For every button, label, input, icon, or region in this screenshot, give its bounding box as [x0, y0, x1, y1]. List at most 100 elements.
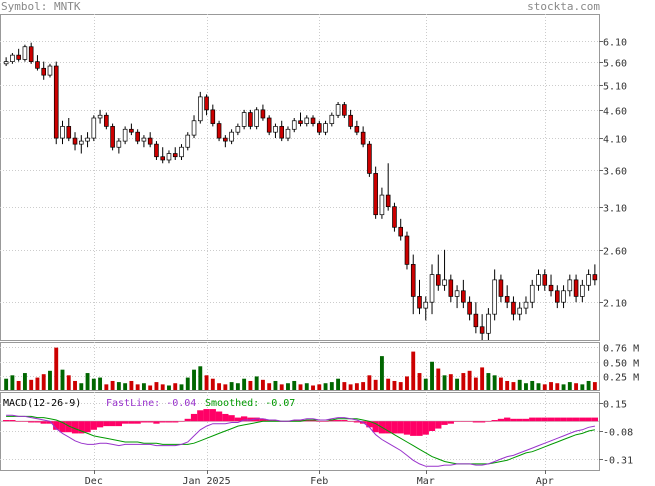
candle-body	[498, 279, 504, 297]
macd-histogram-bar	[554, 417, 561, 422]
x-axis-label: Jan 2025	[182, 476, 230, 486]
macd-histogram-bar	[153, 421, 160, 424]
candle	[110, 123, 115, 151]
volume-bar	[354, 383, 359, 390]
macd-histogram-bar	[84, 421, 91, 433]
volume-bar	[217, 383, 222, 390]
macd-histogram-bar	[109, 421, 116, 427]
macd-histogram-bar	[234, 417, 241, 422]
macd-histogram-bar	[403, 421, 411, 435]
volume-bar	[229, 382, 234, 390]
candle	[354, 120, 360, 136]
macd-histogram-bar	[53, 421, 60, 430]
candle	[41, 61, 47, 80]
volume-bar	[235, 383, 240, 390]
volume-bar	[486, 373, 491, 390]
candle-body	[172, 153, 178, 158]
macd-histogram-bar	[140, 421, 148, 423]
candle-body	[248, 112, 253, 127]
volume-bar	[530, 380, 535, 390]
candle	[392, 202, 397, 232]
macd-histogram-bar	[309, 420, 317, 422]
candle	[66, 117, 72, 142]
volume-bar	[542, 384, 547, 390]
macd-histogram-bar	[15, 421, 22, 422]
macd-histogram-bar	[466, 421, 473, 422]
candle	[486, 308, 491, 340]
macd-histogram-bar	[172, 421, 179, 423]
volume-bar	[35, 377, 40, 390]
volume-bar	[511, 382, 516, 390]
volume-bar	[4, 378, 9, 390]
volume-bar	[148, 385, 153, 390]
candle	[129, 123, 134, 136]
volume-bar	[54, 347, 59, 390]
candle	[191, 115, 197, 139]
candle-body	[60, 126, 65, 139]
x-axis-label: Feb	[310, 476, 328, 486]
macd-histogram-bar	[504, 417, 511, 422]
candle-body	[342, 104, 347, 116]
volume-bar	[16, 380, 21, 390]
macd-histogram-bar	[472, 421, 479, 423]
volume-bar	[398, 382, 403, 390]
volume-bar	[561, 384, 566, 390]
macd-histogram-bar	[535, 417, 542, 422]
macd-histogram-bar	[272, 420, 279, 422]
panel-frame	[0, 342, 600, 391]
candle-body	[16, 54, 21, 60]
candle	[185, 132, 191, 151]
volume-bar	[60, 369, 65, 390]
macd-histogram-bar	[115, 421, 122, 427]
macd-histogram-bar	[353, 421, 360, 423]
volume-bar	[461, 373, 466, 390]
candle-body	[567, 279, 573, 292]
candle	[235, 123, 241, 136]
volume-bar	[154, 382, 159, 390]
volume-tick-label: 0.25 M	[603, 373, 639, 384]
candle	[423, 296, 429, 321]
volume-bar	[167, 385, 171, 390]
macd-histogram-bar	[547, 417, 555, 422]
candle-body	[22, 46, 28, 60]
panel-frame	[0, 14, 600, 341]
macd-histogram-bar	[215, 411, 223, 422]
volume-bar	[73, 380, 77, 390]
candle-body	[85, 137, 90, 142]
volume-bar	[254, 376, 259, 390]
x-axis-label: Apr	[536, 476, 554, 486]
macd-tick-label: -0.31	[603, 456, 633, 467]
candle-body	[354, 126, 360, 133]
volume-bar	[342, 382, 347, 390]
candle	[454, 285, 460, 309]
candle-body	[404, 235, 410, 265]
candle-body	[197, 96, 203, 122]
candle-body	[135, 131, 140, 142]
candle	[373, 166, 378, 219]
candle	[367, 141, 372, 177]
candle	[60, 120, 65, 145]
macd-histogram-bar	[266, 420, 273, 422]
macd-histogram-bar	[566, 417, 573, 422]
candle	[135, 129, 140, 145]
candle-body	[504, 296, 510, 303]
candle-body	[104, 114, 109, 127]
candle-body	[154, 143, 159, 158]
candle-body	[41, 67, 47, 76]
candle	[429, 264, 435, 315]
candle	[467, 296, 472, 321]
candle	[461, 279, 466, 309]
macd-histogram-bar	[560, 417, 567, 422]
candle	[204, 94, 209, 116]
candle	[285, 126, 291, 142]
macd-histogram-bar	[479, 421, 486, 423]
candle-body	[53, 65, 59, 139]
candle-body	[66, 126, 72, 139]
candle-body	[561, 290, 566, 303]
candle-body	[216, 123, 222, 139]
candle-body	[448, 279, 454, 297]
volume-bar	[185, 377, 190, 390]
volume-bar	[323, 383, 328, 390]
candle-body	[417, 296, 422, 309]
candle	[97, 109, 103, 124]
